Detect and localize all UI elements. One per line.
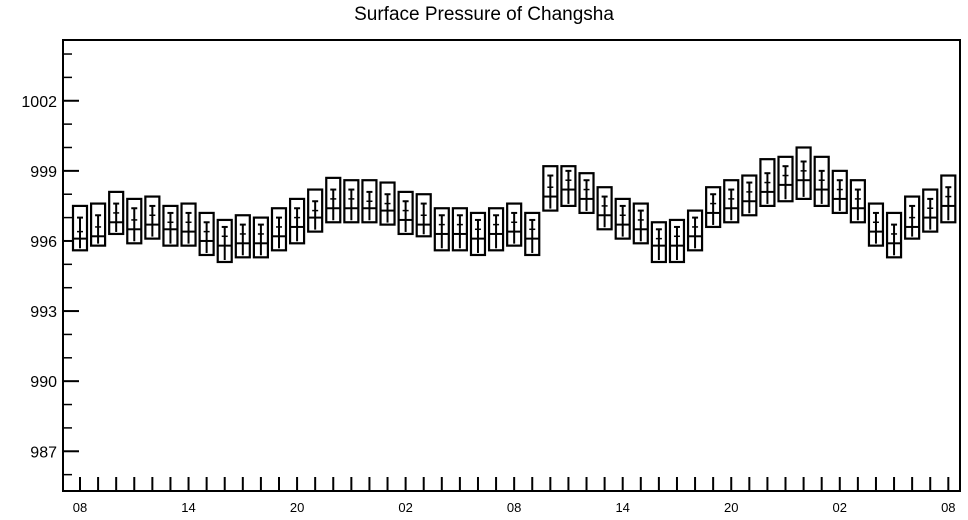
box-item <box>650 221 667 264</box>
axis-ticks: 987 990 993 996 999 1002 08 14 20 02 08 14 20 02 08 <box>21 53 956 515</box>
box-item <box>487 207 505 252</box>
y-tick-label: 1002 <box>21 94 57 111</box>
box-item <box>307 188 324 233</box>
box-item <box>922 188 939 233</box>
box-item <box>849 179 866 224</box>
box-item <box>813 155 830 208</box>
x-tick-label: 20 <box>290 500 304 515</box>
box-item <box>252 216 269 259</box>
box-item <box>469 211 487 257</box>
box-item <box>705 186 722 229</box>
box-item <box>126 197 143 245</box>
box-item <box>397 190 414 236</box>
y-tick-label: 999 <box>30 164 57 181</box>
x-tick-label: 08 <box>941 500 955 515</box>
box-item <box>578 172 595 215</box>
box-item <box>506 202 523 247</box>
chart-title: Surface Pressure of Changsha <box>354 4 614 25</box>
box-item <box>831 169 848 215</box>
box-item <box>162 204 179 247</box>
x-tick-label: 02 <box>833 500 847 515</box>
box-item <box>614 197 631 240</box>
box-item <box>89 202 107 247</box>
y-tick-label: 987 <box>30 444 57 461</box>
box-item <box>867 202 885 247</box>
box-item <box>270 207 288 252</box>
box-item <box>180 202 197 247</box>
box-item <box>415 193 432 238</box>
x-tick-label: 20 <box>724 500 738 515</box>
plot-frame <box>62 39 961 492</box>
box-item <box>451 207 468 252</box>
box-item <box>144 195 161 240</box>
x-tick-label: 02 <box>398 500 412 515</box>
box-item <box>361 179 378 224</box>
box-item <box>433 207 450 252</box>
box-item <box>325 176 342 224</box>
box-item <box>234 214 251 259</box>
box-item <box>940 174 957 224</box>
box-item <box>885 211 903 259</box>
box-item <box>596 186 613 231</box>
box-item <box>288 197 306 245</box>
box-item <box>542 165 559 212</box>
x-tick-label: 14 <box>181 500 195 515</box>
box-item <box>343 179 360 224</box>
box-item <box>524 211 541 257</box>
box-item <box>108 190 125 236</box>
box-item <box>795 146 812 201</box>
box-item <box>777 155 794 203</box>
y-tick-label: 990 <box>30 374 57 391</box>
box-item <box>759 158 776 208</box>
box-series <box>71 146 957 264</box>
x-tick-label: 08 <box>507 500 521 515</box>
box-item <box>198 211 215 257</box>
box-item <box>741 174 758 217</box>
box-item <box>668 218 686 264</box>
x-tick-label: 08 <box>73 500 87 515</box>
y-tick-label: 993 <box>30 304 57 321</box>
box-item <box>216 218 233 264</box>
box-item <box>723 179 740 224</box>
y-tick-label: 996 <box>30 234 57 251</box>
x-tick-label: 14 <box>615 500 629 515</box>
box-item <box>379 181 396 226</box>
box-item <box>686 209 704 252</box>
box-item <box>560 165 577 208</box>
box-item <box>904 195 921 240</box>
box-item <box>71 204 89 252</box>
box-item <box>632 202 649 245</box>
